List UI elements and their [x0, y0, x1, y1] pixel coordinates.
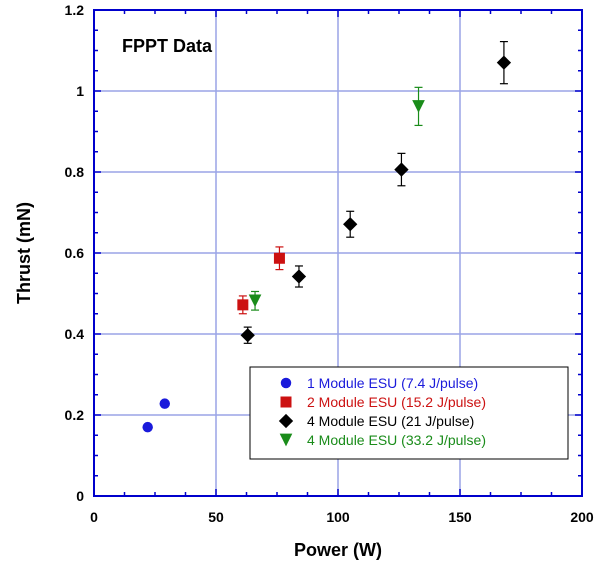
x-tick-label: 0	[90, 509, 98, 525]
y-tick-label: 1	[76, 83, 84, 99]
legend-box	[249, 366, 569, 460]
data-point	[412, 100, 425, 113]
y-axis-label: Thrust (mN)	[14, 202, 34, 304]
data-point	[237, 299, 249, 311]
data-point	[159, 398, 170, 409]
chart-title: FPPT Data	[122, 36, 213, 56]
y-tick-label: 0.8	[65, 164, 85, 180]
legend-label: 2 Module ESU (15.2 J/pulse)	[307, 394, 486, 410]
legend-label: 4 Module ESU (21 J/pulse)	[307, 413, 474, 429]
y-tick-labels: 0 0.2 0.4 0.6 0.8 1 1.2	[65, 2, 85, 504]
legend-marker	[278, 413, 294, 429]
y-tick-label: 0.6	[65, 245, 85, 261]
y-tick-label: 0.4	[65, 326, 85, 342]
x-tick-label: 200	[570, 509, 594, 525]
series-circle	[142, 398, 170, 433]
series-square	[237, 246, 285, 315]
x-tick-labels: 0 50 100 150 200	[90, 509, 594, 525]
data-point	[240, 328, 255, 343]
legend: 1 Module ESU (7.4 J/pulse) 2 Module ESU (…	[249, 366, 569, 460]
y-tick-label: 0	[76, 488, 84, 504]
x-axis-label: Power (W)	[294, 540, 382, 560]
legend-label: 4 Module ESU (33.2 J/pulse)	[307, 432, 486, 448]
data-point	[142, 421, 153, 433]
axis-ticks	[93, 9, 583, 497]
y-tick-label: 0.2	[65, 407, 85, 423]
x-tick-label: 50	[208, 509, 224, 525]
x-tick-label: 100	[326, 509, 350, 525]
legend-marker	[280, 396, 292, 408]
data-point	[496, 55, 512, 70]
data-point	[394, 162, 409, 177]
legend-label: 1 Module ESU (7.4 J/pulse)	[307, 375, 478, 391]
data-point	[343, 217, 358, 232]
data-point	[273, 252, 285, 264]
series-diamond	[240, 40, 512, 344]
data-point	[248, 294, 262, 308]
x-tick-label: 150	[448, 509, 472, 525]
series-triangle-down	[248, 86, 425, 311]
legend-marker	[280, 377, 292, 389]
legend-marker	[279, 433, 293, 447]
data-marks	[142, 40, 512, 433]
data-point	[291, 269, 307, 284]
grid-lines	[94, 10, 582, 496]
y-tick-label: 1.2	[65, 2, 85, 18]
